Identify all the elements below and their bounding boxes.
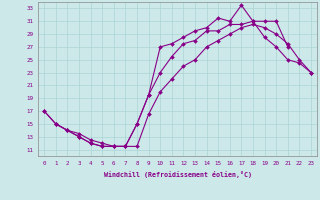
X-axis label: Windchill (Refroidissement éolien,°C): Windchill (Refroidissement éolien,°C): [104, 171, 252, 178]
